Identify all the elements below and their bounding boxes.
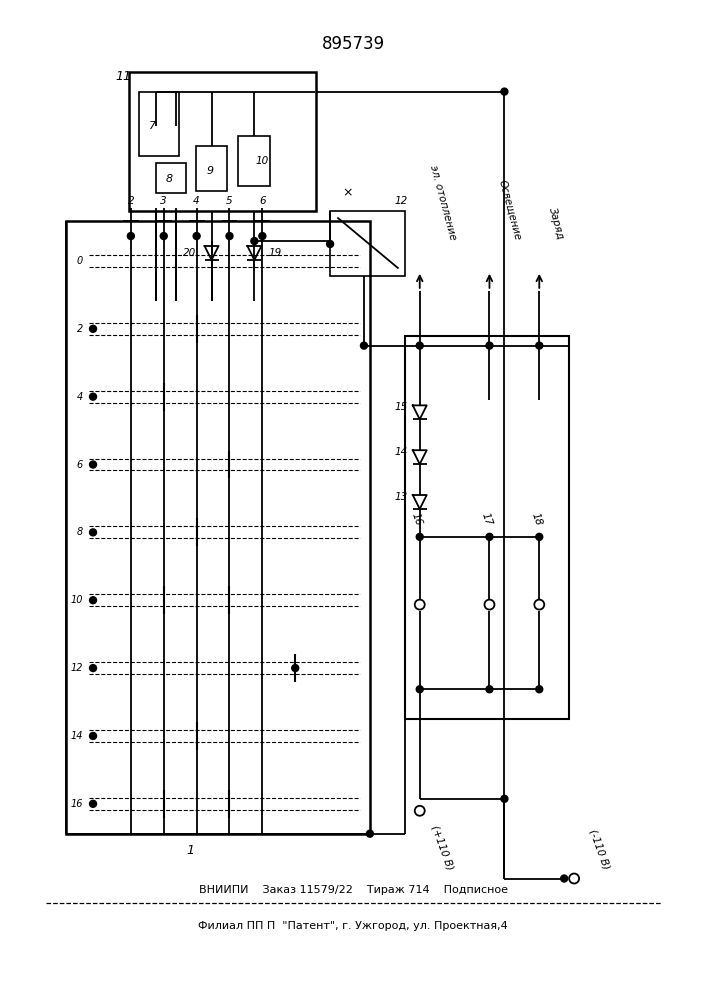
Text: 19: 19 <box>269 248 281 258</box>
Text: ВНИИПИ    Заказ 11579/22    Тираж 714    Подписное: ВНИИПИ Заказ 11579/22 Тираж 714 Подписно… <box>199 885 508 895</box>
Text: эл. отопление: эл. отопление <box>428 164 457 241</box>
Circle shape <box>90 461 97 468</box>
Text: ×: × <box>343 187 354 200</box>
Text: 895739: 895739 <box>322 35 385 53</box>
Text: 8: 8 <box>165 174 173 184</box>
Circle shape <box>501 795 508 802</box>
Text: 5: 5 <box>226 196 233 206</box>
Text: 17: 17 <box>479 511 493 527</box>
Circle shape <box>292 665 299 672</box>
Text: 4: 4 <box>193 196 200 206</box>
Text: 9: 9 <box>207 166 214 176</box>
Text: 4: 4 <box>77 392 83 402</box>
Text: Освещение: Освещение <box>498 178 523 241</box>
Text: 2: 2 <box>127 196 134 206</box>
Circle shape <box>160 233 168 240</box>
Circle shape <box>127 233 134 240</box>
Text: 13: 13 <box>395 492 408 502</box>
Circle shape <box>416 686 423 693</box>
Circle shape <box>501 88 508 95</box>
Circle shape <box>90 597 97 604</box>
Circle shape <box>90 393 97 400</box>
Text: 14: 14 <box>71 731 83 741</box>
Circle shape <box>90 665 97 672</box>
Circle shape <box>90 325 97 332</box>
Text: 3: 3 <box>160 196 167 206</box>
Text: 16: 16 <box>410 511 423 527</box>
Text: 6: 6 <box>259 196 266 206</box>
Bar <box>129 72 316 211</box>
Text: 12: 12 <box>71 663 83 673</box>
Circle shape <box>226 233 233 240</box>
Bar <box>66 221 370 834</box>
Circle shape <box>536 342 543 349</box>
Bar <box>330 211 405 276</box>
Text: (+110 В): (+110 В) <box>430 824 455 871</box>
Circle shape <box>416 342 423 349</box>
Circle shape <box>366 830 373 837</box>
Circle shape <box>486 533 493 540</box>
Circle shape <box>251 238 258 245</box>
Text: 0: 0 <box>77 256 83 266</box>
Text: 12: 12 <box>395 196 408 206</box>
Text: Заряд: Заряд <box>547 207 566 241</box>
Text: 8: 8 <box>77 527 83 537</box>
Bar <box>156 163 186 193</box>
Circle shape <box>416 533 423 540</box>
Text: 11: 11 <box>115 70 131 83</box>
Circle shape <box>536 686 543 693</box>
Text: 16: 16 <box>71 799 83 809</box>
Text: 10: 10 <box>256 156 269 166</box>
Text: 15: 15 <box>395 402 408 412</box>
Circle shape <box>90 732 97 739</box>
Bar <box>405 336 569 719</box>
Text: 2: 2 <box>77 324 83 334</box>
Circle shape <box>486 342 493 349</box>
Text: Филиал ПП П  "Патент", г. Ужгород, ул. Проектная,4: Филиал ПП П "Патент", г. Ужгород, ул. Пр… <box>198 921 508 931</box>
Circle shape <box>193 233 200 240</box>
Circle shape <box>536 533 543 540</box>
Circle shape <box>90 529 97 536</box>
Text: 20: 20 <box>183 248 197 258</box>
Circle shape <box>561 875 568 882</box>
Text: 6: 6 <box>77 460 83 470</box>
Circle shape <box>361 342 368 349</box>
Bar <box>139 92 179 156</box>
Text: 10: 10 <box>71 595 83 605</box>
Circle shape <box>486 686 493 693</box>
Circle shape <box>259 233 266 240</box>
Bar <box>238 136 270 186</box>
Circle shape <box>327 241 334 247</box>
Bar <box>196 146 228 191</box>
Text: (-110 В): (-110 В) <box>587 828 611 871</box>
Text: 18: 18 <box>530 511 543 527</box>
Text: 1: 1 <box>187 844 194 857</box>
Text: 14: 14 <box>395 447 408 457</box>
Circle shape <box>90 800 97 807</box>
Text: 7: 7 <box>149 121 156 131</box>
